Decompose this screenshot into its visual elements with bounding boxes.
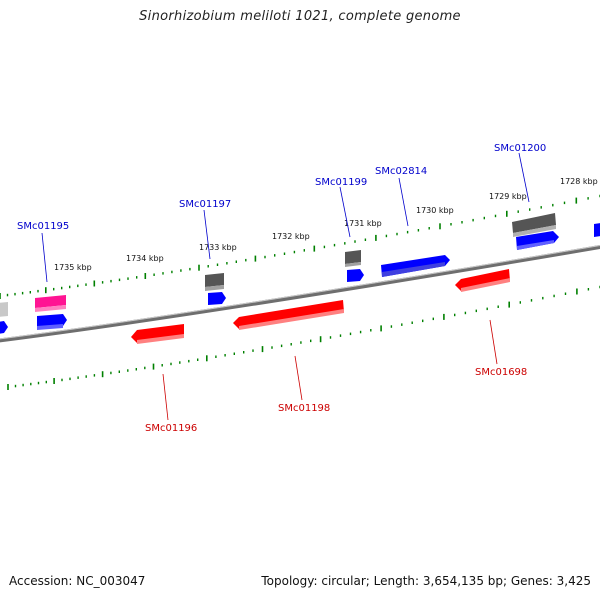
gene-label[interactable]: SMc01197 [179,199,231,210]
gene-feature-partial-blue[interactable] [0,321,8,334]
gene-feature-partial-gray[interactable] [0,302,8,317]
scale-ticks-inner [7,285,600,390]
chromosome-backbone-highlight [0,245,600,340]
leader-line [339,186,351,238]
gene-feature-blue-shade [517,240,554,250]
gene-label[interactable]: SMc01698 [475,367,527,378]
gene-feature-blue-shade [37,324,63,330]
gene-label[interactable]: SMc01196 [145,423,197,434]
gene-feature-red-shade [137,334,184,344]
gene-feature-pseudo[interactable] [205,273,224,287]
gene-feature-rna[interactable] [35,295,66,308]
gene-label[interactable]: SMc01198 [278,403,330,414]
leader-line [398,177,409,227]
map-title: Sinorhizobium meliloti 1021, complete ge… [139,9,461,24]
gene-feature-red[interactable] [233,300,344,329]
gene-feature-pseudo-shade [345,262,361,267]
reverse-strand-genes [131,269,510,344]
gene-feature-rna-shade [35,305,66,312]
gene-feature-red[interactable] [455,269,510,291]
gene-feature-red-shade [239,309,344,330]
scale-label: 1733 kbp [199,243,237,252]
gene-labels: SMc01195 SMc01197 SMc01199 SMc02814 SMc0… [17,143,546,434]
scale-labels: 1735 kbp 1734 kbp 1733 kbp 1732 kbp 1731… [54,177,598,272]
leader-line [518,152,530,203]
gene-label[interactable]: SMc01195 [17,221,69,232]
scale-label: 1734 kbp [126,254,164,263]
gene-feature-blue-shade [382,262,445,277]
gene-feature-pseudo-shade [205,285,224,291]
scale-ticks-outer [0,194,600,299]
scale-label: 1728 kbp [560,177,598,186]
scale-label: 1730 kbp [416,206,454,215]
gene-feature-pseudo[interactable] [512,213,556,233]
gene-feature-blue[interactable] [594,223,600,237]
leader-line [41,232,48,283]
gene-feature-blue[interactable] [208,292,226,305]
gene-feature-blue[interactable] [347,269,364,282]
scale-label: 1729 kbp [489,192,527,201]
gene-label[interactable]: SMc02814 [375,166,427,177]
leader-line [203,209,211,260]
leader-line [489,319,498,365]
gene-feature-red-shade [461,278,510,292]
gene-label[interactable]: SMc01199 [315,177,367,188]
gene-label[interactable]: SMc01200 [494,143,546,154]
chromosome-backbone [0,245,600,343]
gene-feature-pseudo[interactable] [345,250,361,264]
leader-line [162,373,169,421]
scale-label: 1731 kbp [344,219,382,228]
forward-strand-genes [0,213,600,334]
genome-stats-text: Topology: circular; Length: 3,654,135 bp… [261,574,591,588]
label-leaders [41,152,530,421]
leader-line [294,355,303,401]
scale-label: 1735 kbp [54,263,92,272]
scale-label: 1732 kbp [272,232,310,241]
accession-text: Accession: NC_003047 [9,574,146,588]
gene-feature-pseudo-shade [513,225,556,237]
